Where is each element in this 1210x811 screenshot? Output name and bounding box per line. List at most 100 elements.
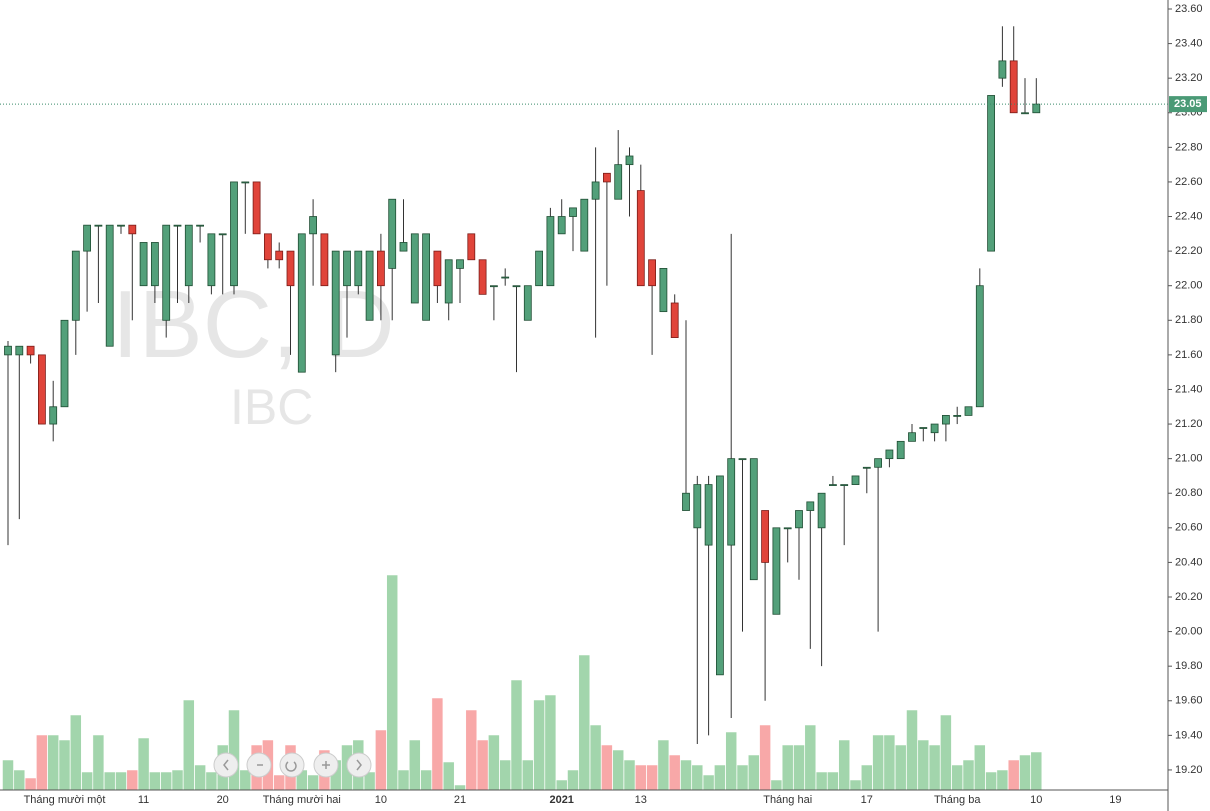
candle-body bbox=[614, 164, 623, 200]
volume-bar bbox=[544, 694, 557, 791]
x-tick-label: 20 bbox=[217, 794, 229, 806]
x-tick-label: 19 bbox=[1109, 794, 1121, 806]
y-tick-label: 19.60 bbox=[1175, 695, 1203, 707]
candle-body bbox=[501, 276, 510, 279]
volume-bar bbox=[454, 784, 466, 791]
volume-bar bbox=[533, 699, 545, 791]
candle-body bbox=[840, 484, 849, 486]
volume-bar bbox=[273, 774, 285, 791]
volume-bar bbox=[578, 654, 591, 791]
volume-bar bbox=[409, 739, 421, 791]
volume-bar bbox=[442, 761, 455, 791]
y-tick-label: 19.20 bbox=[1175, 764, 1203, 776]
candle-body bbox=[4, 345, 12, 356]
volume-bar bbox=[668, 754, 681, 791]
volume-bar bbox=[894, 744, 907, 791]
candle-body bbox=[230, 181, 238, 287]
candle-body bbox=[139, 242, 148, 287]
x-tick-label: 21 bbox=[454, 794, 466, 806]
candle-body bbox=[580, 198, 589, 252]
volume-bar bbox=[183, 699, 195, 791]
y-tick-label: 22.00 bbox=[1175, 280, 1203, 292]
candle-body bbox=[309, 216, 318, 235]
candle-body bbox=[49, 406, 58, 425]
volume-bar bbox=[465, 709, 478, 791]
volume-bar bbox=[951, 764, 963, 791]
volume-bar bbox=[58, 739, 71, 791]
volume-bar bbox=[974, 744, 986, 791]
watermark: IBC, D bbox=[112, 271, 395, 378]
volume-bar bbox=[838, 739, 850, 791]
volume-bar bbox=[793, 744, 805, 791]
candle-body bbox=[388, 198, 397, 269]
volume-bar bbox=[748, 754, 760, 791]
scroll-right[interactable] bbox=[346, 752, 372, 778]
candle-body bbox=[241, 181, 250, 184]
volume-bar bbox=[770, 779, 783, 791]
candle-body bbox=[1021, 112, 1029, 115]
y-tick-label: 21.00 bbox=[1175, 453, 1203, 465]
scroll-left[interactable] bbox=[213, 752, 239, 778]
candle-body bbox=[162, 224, 171, 321]
y-tick-label: 23.40 bbox=[1175, 37, 1203, 49]
volume-bar bbox=[1019, 754, 1031, 791]
candle-body bbox=[908, 432, 916, 442]
candle-body bbox=[772, 527, 781, 615]
candle-body bbox=[94, 224, 103, 227]
candle-body bbox=[738, 458, 747, 461]
x-tick-label: Tháng hai bbox=[763, 794, 812, 806]
candle-body bbox=[275, 250, 284, 261]
candle-body bbox=[862, 466, 871, 469]
volume-bar bbox=[431, 697, 444, 791]
volume-bar bbox=[962, 759, 975, 791]
y-tick-label: 21.80 bbox=[1175, 314, 1203, 326]
y-tick-label: 22.40 bbox=[1175, 210, 1203, 222]
candle-body bbox=[682, 492, 690, 511]
candle-body bbox=[546, 216, 555, 287]
candle-body bbox=[354, 250, 363, 287]
candle-body bbox=[489, 285, 498, 288]
candle-body bbox=[331, 250, 340, 356]
volume-bar bbox=[589, 724, 602, 791]
candle-body bbox=[444, 259, 453, 304]
volume-bar bbox=[623, 759, 636, 791]
volume-bar bbox=[861, 764, 873, 791]
volume-bar bbox=[36, 734, 48, 791]
candle-body bbox=[105, 224, 114, 347]
volume-bar bbox=[714, 764, 726, 791]
candle-body bbox=[693, 484, 702, 529]
volume-bar bbox=[103, 771, 116, 791]
candle-body bbox=[648, 259, 656, 287]
candle-body bbox=[806, 501, 815, 511]
candle-body bbox=[399, 242, 408, 252]
candle-body bbox=[930, 423, 939, 434]
x-tick-label: Tháng ba bbox=[934, 794, 981, 806]
candle-body bbox=[603, 172, 611, 183]
volume-bar bbox=[996, 769, 1009, 791]
volume-bar bbox=[375, 729, 387, 791]
volume-bar bbox=[985, 771, 997, 791]
volume-bar bbox=[781, 744, 794, 791]
volume-bar bbox=[928, 744, 941, 791]
volume-bar bbox=[827, 771, 839, 791]
candle-body bbox=[591, 181, 600, 200]
volume-bar bbox=[804, 724, 817, 791]
candle-body bbox=[636, 190, 645, 287]
candle-body bbox=[422, 233, 431, 321]
volume-bar bbox=[601, 744, 613, 791]
y-tick-label: 21.20 bbox=[1175, 418, 1203, 430]
candle-body bbox=[297, 233, 306, 373]
candle-body bbox=[817, 492, 826, 529]
zoom-controls[interactable] bbox=[213, 752, 372, 778]
candle-body bbox=[625, 155, 634, 166]
y-tick-label: 20.20 bbox=[1175, 591, 1203, 603]
last-price-box bbox=[1169, 96, 1207, 113]
x-tick-label: 10 bbox=[1030, 794, 1042, 806]
x-tick-label: 13 bbox=[635, 794, 647, 806]
volume-bar bbox=[307, 774, 319, 791]
reset[interactable] bbox=[279, 752, 305, 778]
volume-bar bbox=[115, 771, 127, 791]
zoom-icons bbox=[223, 759, 362, 772]
volume-bar bbox=[725, 731, 737, 791]
volume-bar bbox=[759, 724, 771, 791]
